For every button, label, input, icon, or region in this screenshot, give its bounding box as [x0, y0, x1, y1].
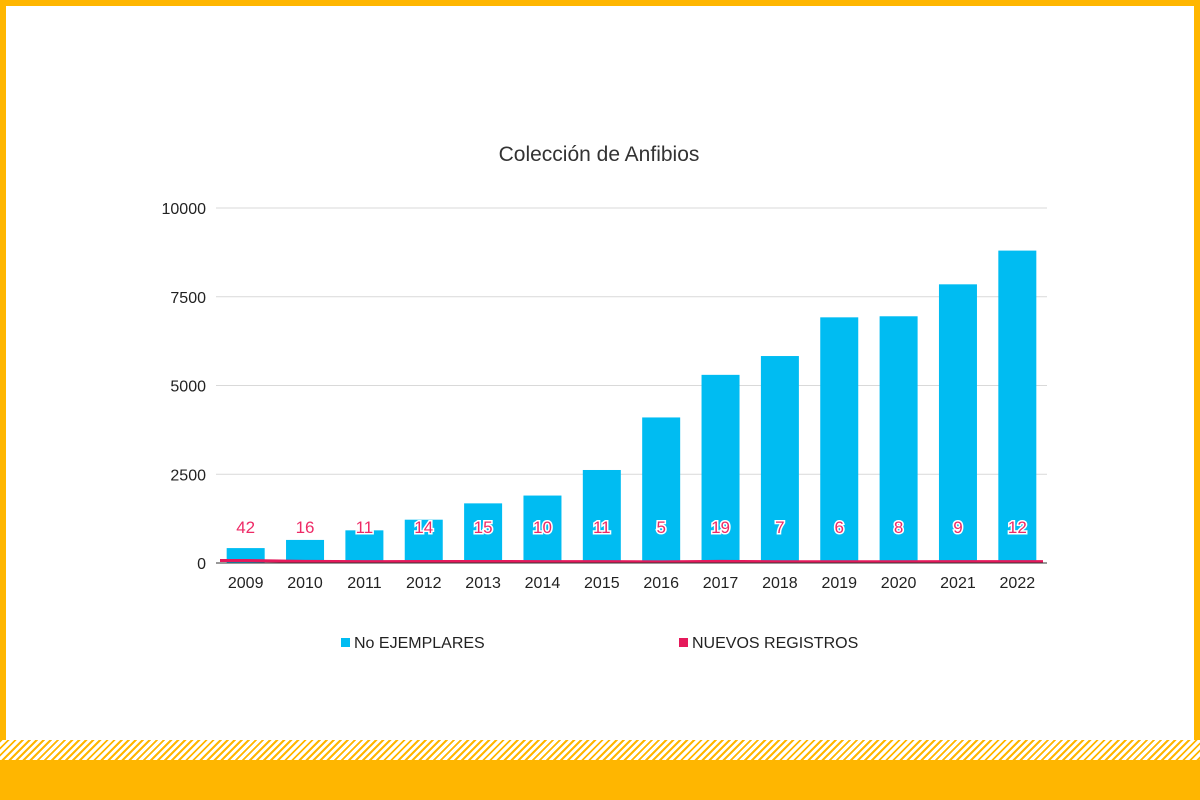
data-label-2009: 42: [236, 518, 255, 537]
x-axis: 2009 2010 2011 2012 2013 2014 2015 2016 2017 2018…: [216, 562, 1047, 592]
x-tick-label: 2014: [525, 575, 561, 592]
legend-swatch-nuevos-registros: [679, 638, 688, 647]
data-label-2012: 14: [414, 518, 433, 537]
x-tick-label: 2013: [465, 575, 501, 592]
data-label-2021: 9: [953, 518, 962, 537]
bar-2018: [760, 356, 799, 563]
x-tick-label: 2018: [762, 575, 798, 592]
legend-label-ejemplares: No EJEMPLARES: [354, 635, 485, 652]
legend: No EJEMPLARES NUEVOS REGISTROS: [341, 635, 858, 652]
bar-2022: [998, 250, 1037, 563]
legend-swatch-ejemplares: [341, 638, 350, 647]
x-tick-label: 2021: [940, 575, 976, 592]
x-tick-label: 2016: [643, 575, 679, 592]
bar-2019: [820, 317, 859, 563]
line-layer: [220, 559, 1043, 564]
labels-layer: 42 16 11 14 15 10 11 5 19 7 6 8 9 12: [235, 517, 1029, 539]
bar-2011: [345, 530, 384, 563]
data-label-2010: 16: [296, 518, 315, 537]
bar-2021: [938, 284, 977, 563]
y-tick-label: 10000: [162, 201, 207, 218]
chart-title: Colección de Anfibios: [499, 143, 700, 166]
data-label-2015: 11: [593, 518, 611, 537]
y-tick-label: 7500: [170, 290, 206, 307]
data-label-2020: 8: [894, 518, 903, 537]
data-label-2014: 10: [533, 518, 552, 537]
bar-2012: [404, 519, 443, 563]
x-tick-label: 2022: [1000, 575, 1036, 592]
data-label-2016: 5: [656, 518, 665, 537]
x-tick-label: 2015: [584, 575, 620, 592]
x-tick-label: 2011: [347, 575, 382, 592]
data-label-2019: 6: [835, 518, 844, 537]
legend-label-nuevos-registros: NUEVOS REGISTROS: [692, 635, 858, 652]
data-label-2022: 12: [1008, 518, 1027, 537]
x-tick-label: 2020: [881, 575, 917, 592]
x-tick-label: 2019: [821, 575, 857, 592]
x-tick-label: 2009: [228, 575, 264, 592]
bar-2013: [464, 503, 503, 563]
y-tick-label: 0: [197, 556, 206, 573]
data-label-2018: 7: [775, 518, 784, 537]
x-tick-label: 2017: [703, 575, 739, 592]
bar-2010: [286, 539, 325, 563]
x-tick-label: 2012: [406, 575, 442, 592]
hatch-pattern: [0, 740, 1200, 760]
y-tick-label: 2500: [170, 467, 206, 484]
bar-2017: [701, 374, 740, 563]
y-tick-label: 5000: [170, 379, 206, 396]
line-nuevos-registros: [220, 559, 1043, 564]
bar-2020: [879, 316, 918, 563]
data-label-2017: 19: [711, 518, 730, 537]
bar-2016: [642, 417, 681, 563]
bar-2015: [582, 469, 621, 563]
data-label-2013: 15: [474, 518, 493, 537]
x-tick-label: 2010: [287, 575, 323, 592]
data-label-2011: 11: [356, 518, 374, 537]
bar-2014: [523, 495, 562, 563]
bars-layer: [226, 250, 1037, 563]
